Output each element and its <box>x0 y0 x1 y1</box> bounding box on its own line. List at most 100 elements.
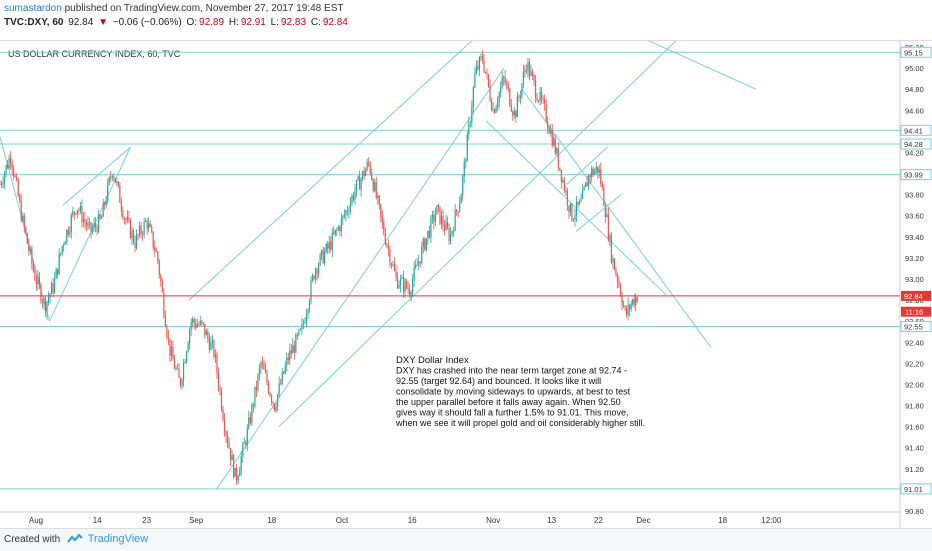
candle-body <box>46 301 48 313</box>
candle-body <box>465 161 467 163</box>
candle-body <box>405 280 408 288</box>
candle-body <box>186 351 188 362</box>
y-tick-label: 94.20 <box>905 148 924 157</box>
candle-body <box>372 179 374 191</box>
candle-body <box>82 218 85 223</box>
candle-body <box>472 87 474 107</box>
y-tick-label: 91.40 <box>905 444 924 453</box>
candle-body <box>104 202 106 206</box>
candle-body <box>553 138 555 146</box>
candle-body <box>345 210 347 216</box>
tradingview-brand[interactable]: TradingView <box>87 533 149 545</box>
candle-body <box>629 304 631 310</box>
candle-body <box>122 210 124 219</box>
candle-body <box>286 357 288 366</box>
candle-body <box>446 222 449 228</box>
open-value: 92.89 <box>199 17 225 28</box>
candle-body <box>58 254 60 275</box>
candle-body <box>8 158 10 168</box>
candle-body <box>462 176 464 195</box>
y-tick-label: 91.60 <box>905 423 924 432</box>
candle-body <box>148 223 150 229</box>
key-level-tag <box>900 483 932 495</box>
candle-body <box>175 368 177 370</box>
candle-body <box>93 223 95 229</box>
candle-body <box>245 442 247 446</box>
candle-body <box>73 211 75 214</box>
x-tick-label: 12:00 <box>761 516 782 525</box>
candle-body <box>318 265 320 274</box>
candle-body <box>304 322 306 324</box>
candle-body <box>234 467 236 477</box>
candle-body <box>199 320 201 325</box>
candle-body <box>160 274 162 283</box>
candle-body <box>128 217 130 220</box>
candle-body <box>410 292 412 296</box>
candle-body <box>72 211 74 216</box>
candle-body <box>61 246 63 254</box>
candle-body <box>457 211 459 213</box>
candle-body <box>507 84 509 89</box>
candle-body <box>272 401 274 404</box>
candle-body <box>559 167 561 170</box>
candle-body <box>386 244 388 246</box>
candle-body <box>246 428 248 446</box>
candle-body <box>399 278 402 286</box>
candle-body <box>116 181 118 183</box>
candle-body <box>236 467 238 481</box>
candle-body <box>57 268 59 275</box>
y-tick-label: 92.40 <box>905 338 924 347</box>
candle-body <box>289 350 291 361</box>
candle-body <box>342 215 344 219</box>
candle-body <box>348 211 350 213</box>
candle-body <box>583 186 585 190</box>
author-link[interactable]: sumastardon <box>4 3 62 14</box>
candle-body <box>281 371 283 384</box>
candle-body <box>242 443 244 457</box>
candle-body <box>327 243 329 249</box>
candle-body <box>55 268 57 279</box>
candle-body <box>131 230 133 239</box>
candle-body <box>568 205 570 213</box>
price-chart[interactable]: US DOLLAR CURRENCY INDEX, 60, TVC95.2095… <box>0 41 932 529</box>
candle-body <box>99 214 101 219</box>
candle-body <box>524 70 526 73</box>
trend-line <box>647 41 757 90</box>
chart-title: US DOLLAR CURRENCY INDEX, 60, TVC <box>8 49 181 59</box>
candle-body <box>536 97 538 101</box>
key-level-label: 93.99 <box>904 171 923 180</box>
candle-body <box>293 345 295 353</box>
candle-body <box>487 74 490 86</box>
candle-body <box>469 122 471 124</box>
candle-body <box>621 295 623 305</box>
x-tick-label: 13 <box>547 516 556 525</box>
candle-body <box>40 284 42 302</box>
annotation-line: when we see it will propel gold and oil … <box>395 418 645 428</box>
x-tick-label: 16 <box>408 516 417 525</box>
candle-body <box>52 283 54 293</box>
candle-body <box>627 304 629 315</box>
candle-body <box>594 170 596 175</box>
candle-body <box>278 383 280 395</box>
plot-background <box>0 41 900 529</box>
candle-body <box>178 368 180 379</box>
candle-body <box>114 177 116 183</box>
candle-body <box>636 297 638 302</box>
candle-body <box>145 221 147 222</box>
chart-area[interactable]: US DOLLAR CURRENCY INDEX, 60, TVC95.2095… <box>0 40 932 529</box>
candle-body <box>305 314 308 323</box>
candle-body <box>324 252 326 263</box>
candle-body <box>226 436 229 444</box>
candle-body <box>311 275 314 281</box>
candle-body <box>572 219 575 221</box>
candle-body <box>632 299 634 304</box>
x-tick-label: Nov <box>486 516 500 525</box>
candle-body <box>416 265 418 266</box>
candle-body <box>119 185 121 203</box>
candle-body <box>437 205 440 207</box>
candle-body <box>489 85 491 101</box>
candle-body <box>381 215 383 223</box>
candle-body <box>102 202 104 217</box>
candle-body <box>396 276 399 289</box>
candle-body <box>28 243 30 251</box>
